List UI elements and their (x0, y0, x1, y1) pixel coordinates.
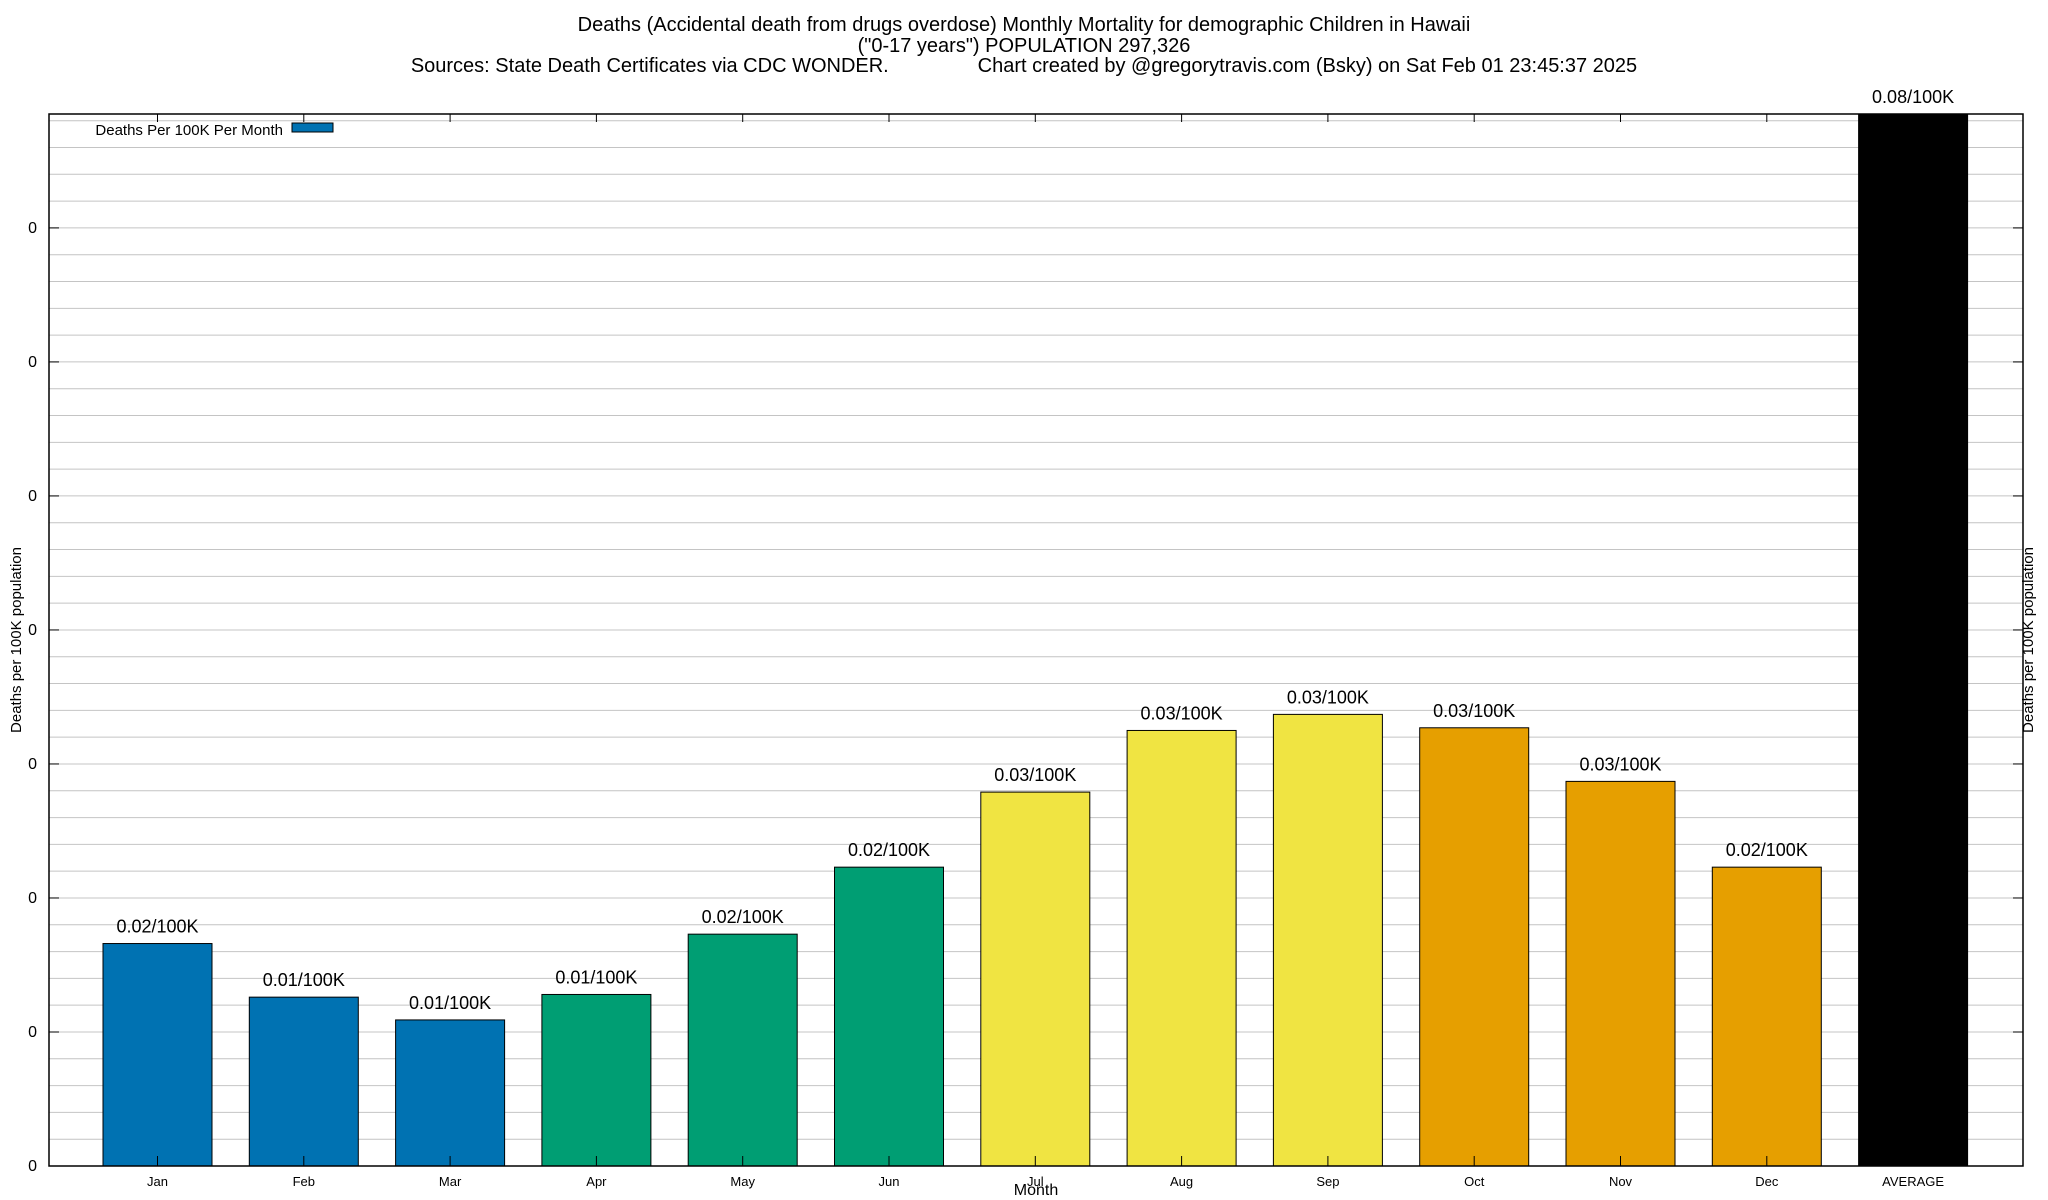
data-label: 0.03/100K (1433, 701, 1515, 721)
y-axis-label-right: Deaths per 100K population (2020, 547, 2037, 733)
bar (1565, 780, 1676, 1167)
x-tick-label: Aug (1170, 1174, 1193, 1189)
data-label: 0.01/100K (263, 970, 345, 990)
y-tick-label: 0 (28, 354, 37, 371)
data-label: 0.02/100K (1726, 840, 1808, 860)
legend-swatch (291, 122, 334, 133)
data-label: 0.02/100K (848, 840, 930, 860)
x-tick-label: Sep (1316, 1174, 1339, 1189)
data-label: 0.08/100K (1872, 87, 1954, 107)
bar (1858, 113, 1969, 1167)
y-tick-label: 0 (28, 756, 37, 773)
bar (395, 1019, 506, 1167)
bar (980, 791, 1091, 1167)
y-axis-label: Deaths per 100K population (8, 547, 25, 733)
chart-subtitle: ("0-17 years") POPULATION 297,326 (857, 35, 1191, 57)
bar (1272, 713, 1383, 1167)
sources-text: Sources: State Death Certificates via CD… (410, 55, 889, 77)
x-axis-label: Month (1014, 1182, 1058, 1199)
data-label: 0.02/100K (702, 907, 784, 927)
credit-text: Chart created by @gregorytravis.com (Bsk… (977, 55, 1638, 77)
y-tick-label: 0 (28, 890, 37, 907)
data-label: 0.01/100K (555, 967, 637, 987)
y-tick-label: 0 (28, 622, 37, 639)
bar (834, 866, 944, 1167)
bar (1711, 866, 1822, 1167)
y-tick-label: 0 (28, 488, 37, 505)
x-tick-label: Dec (1755, 1174, 1779, 1189)
chart-title: Deaths (Accidental death from drugs over… (577, 14, 1471, 36)
x-tick-label: AVERAGE (1882, 1174, 1944, 1189)
x-tick-label: Oct (1464, 1174, 1485, 1189)
axis-ticks: 0 0 0 0 0 0 0 0 Jan Feb Mar Apr May Jun Jul Aug Sep Oct No… (28, 114, 2023, 1189)
bar (248, 996, 359, 1167)
data-label: 0.03/100K (994, 765, 1076, 785)
bar (687, 933, 798, 1167)
bar (1126, 729, 1237, 1167)
grid-lines (49, 120, 2023, 1140)
x-tick-label: Feb (293, 1174, 315, 1189)
chart-sources-line: Sources: State Death Certificates via CD… (0, 55, 2048, 77)
x-tick-label: Mar (439, 1174, 462, 1189)
bars (102, 113, 1969, 1167)
y-tick-label: 0 (28, 220, 37, 237)
x-tick-label: Jun (879, 1174, 900, 1189)
data-label: 0.02/100K (116, 917, 198, 937)
x-tick-label: Jul (1027, 1174, 1044, 1189)
bar (1419, 727, 1530, 1167)
data-label: 0.03/100K (1287, 687, 1369, 707)
x-tick-label: Jan (147, 1174, 168, 1189)
bar (541, 993, 652, 1167)
x-tick-label: May (730, 1174, 755, 1189)
bar (102, 943, 213, 1167)
data-label: 0.03/100K (1579, 754, 1661, 774)
y-tick-label: 0 (28, 1158, 37, 1175)
x-tick-label: Nov (1609, 1174, 1633, 1189)
data-labels: 0.02/100K 0.01/100K 0.01/100K 0.01/100K 0.02… (116, 87, 1954, 1013)
plot-frame (48, 113, 2024, 1167)
legend: Deaths Per 100K Per Month (95, 122, 334, 139)
y-tick-label: 0 (28, 1024, 37, 1041)
x-tick-label: Apr (586, 1174, 607, 1189)
data-label: 0.03/100K (1141, 703, 1223, 723)
data-label: 0.01/100K (409, 993, 491, 1013)
legend-label: Deaths Per 100K Per Month (95, 122, 283, 139)
